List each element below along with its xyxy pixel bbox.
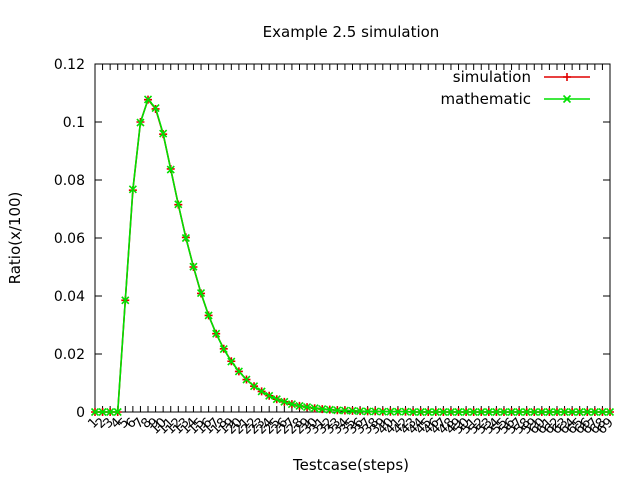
data-point-mathematic	[431, 407, 440, 417]
y-tick-label: 0.12	[54, 57, 85, 73]
data-point-mathematic	[249, 382, 259, 391]
data-point-mathematic	[234, 367, 243, 376]
data-point-mathematic	[340, 406, 349, 415]
data-point-mathematic	[386, 407, 395, 416]
data-point-mathematic	[272, 395, 281, 404]
data-point-mathematic	[242, 375, 251, 384]
data-point-mathematic	[128, 185, 137, 194]
data-point-mathematic	[507, 407, 516, 417]
data-point-mathematic	[439, 407, 448, 417]
data-point-mathematic	[530, 407, 539, 417]
data-point-mathematic	[295, 401, 304, 410]
data-point-mathematic	[189, 262, 198, 271]
data-point-mathematic	[302, 403, 312, 412]
data-point-mathematic	[522, 407, 531, 417]
data-point-mathematic	[143, 95, 153, 104]
data-point-mathematic	[159, 129, 168, 138]
data-point-mathematic	[401, 407, 410, 416]
data-point-mathematic	[151, 104, 160, 113]
data-point-mathematic	[333, 406, 342, 415]
data-point-mathematic	[446, 407, 456, 417]
series-simulation	[91, 95, 614, 416]
data-point-mathematic	[560, 407, 569, 417]
data-point-mathematic	[90, 407, 100, 417]
data-point-mathematic	[318, 405, 327, 414]
data-point-mathematic	[280, 397, 289, 406]
data-point-mathematic	[568, 407, 577, 417]
series-line-mathematic	[95, 97, 610, 413]
legend-label-mathematic: mathematic	[440, 90, 531, 108]
data-point-mathematic	[477, 407, 486, 417]
data-point-mathematic	[462, 407, 471, 417]
data-point-mathematic	[98, 407, 107, 417]
data-point-mathematic	[424, 407, 433, 417]
data-point-mathematic	[363, 407, 372, 416]
data-point-mathematic	[121, 296, 130, 305]
chart-title: Example 2.5 simulation	[263, 23, 440, 41]
data-point-mathematic	[174, 200, 183, 209]
plot-frame	[94, 63, 611, 413]
data-point-mathematic	[356, 407, 365, 416]
data-point-mathematic	[257, 387, 266, 396]
data-point-mathematic	[219, 345, 228, 354]
data-point-mathematic	[469, 407, 478, 417]
data-point-mathematic	[515, 407, 524, 417]
series-line-simulation	[95, 98, 610, 413]
data-point-mathematic	[393, 407, 403, 416]
y-tick-label: 0.06	[54, 231, 85, 247]
data-point-mathematic	[287, 400, 296, 409]
data-point-mathematic	[484, 407, 493, 417]
legend: simulation mathematic	[440, 68, 590, 108]
data-point-mathematic	[136, 118, 145, 127]
data-point-mathematic	[499, 407, 509, 417]
data-point-mathematic	[545, 407, 554, 417]
data-point-mathematic	[227, 357, 236, 366]
data-point-mathematic	[371, 407, 380, 416]
legend-marker-mathematic	[562, 94, 572, 104]
data-point-mathematic	[409, 407, 418, 417]
data-point-mathematic	[166, 165, 175, 174]
y-tick-label: 0.04	[54, 289, 85, 305]
y-axis-label: Ratio(x/100)	[6, 192, 24, 285]
x-axis-label: Testcase(steps)	[292, 456, 409, 474]
data-point-mathematic	[113, 407, 122, 417]
data-point-mathematic	[537, 407, 546, 417]
data-point-mathematic	[575, 407, 584, 417]
y-tick-label: 0.08	[54, 173, 85, 189]
data-point-mathematic	[196, 289, 206, 298]
data-point-mathematic	[106, 407, 115, 417]
data-point-mathematic	[454, 407, 463, 417]
data-point-mathematic	[552, 407, 562, 417]
series-mathematic	[90, 95, 615, 417]
y-axis-ticks: 0 0.02 0.04 0.06 0.08 0.1 0.12	[54, 57, 610, 421]
data-point-mathematic	[583, 407, 592, 417]
data-point-mathematic	[492, 407, 501, 417]
data-point-mathematic	[265, 391, 274, 400]
data-point-mathematic	[325, 405, 334, 414]
data-point-mathematic	[204, 311, 213, 320]
data-point-mathematic	[590, 407, 599, 417]
data-point-mathematic	[416, 407, 425, 417]
data-point-mathematic	[212, 329, 221, 338]
data-point-mathematic	[598, 407, 607, 417]
legend-label-simulation: simulation	[453, 68, 531, 86]
x-axis-ticks: 1234567891011121314151617181920212223242…	[85, 64, 617, 438]
y-tick-label: 0.1	[63, 115, 85, 131]
series-layer	[90, 95, 615, 417]
data-point-mathematic	[310, 404, 319, 413]
data-point-mathematic	[378, 407, 387, 416]
data-point-mathematic	[348, 406, 357, 415]
legend-marker-simulation	[563, 73, 571, 81]
data-point-mathematic	[605, 407, 615, 417]
y-tick-label: 0	[76, 405, 85, 421]
y-tick-label: 0.02	[54, 347, 85, 363]
data-point-mathematic	[181, 233, 190, 243]
